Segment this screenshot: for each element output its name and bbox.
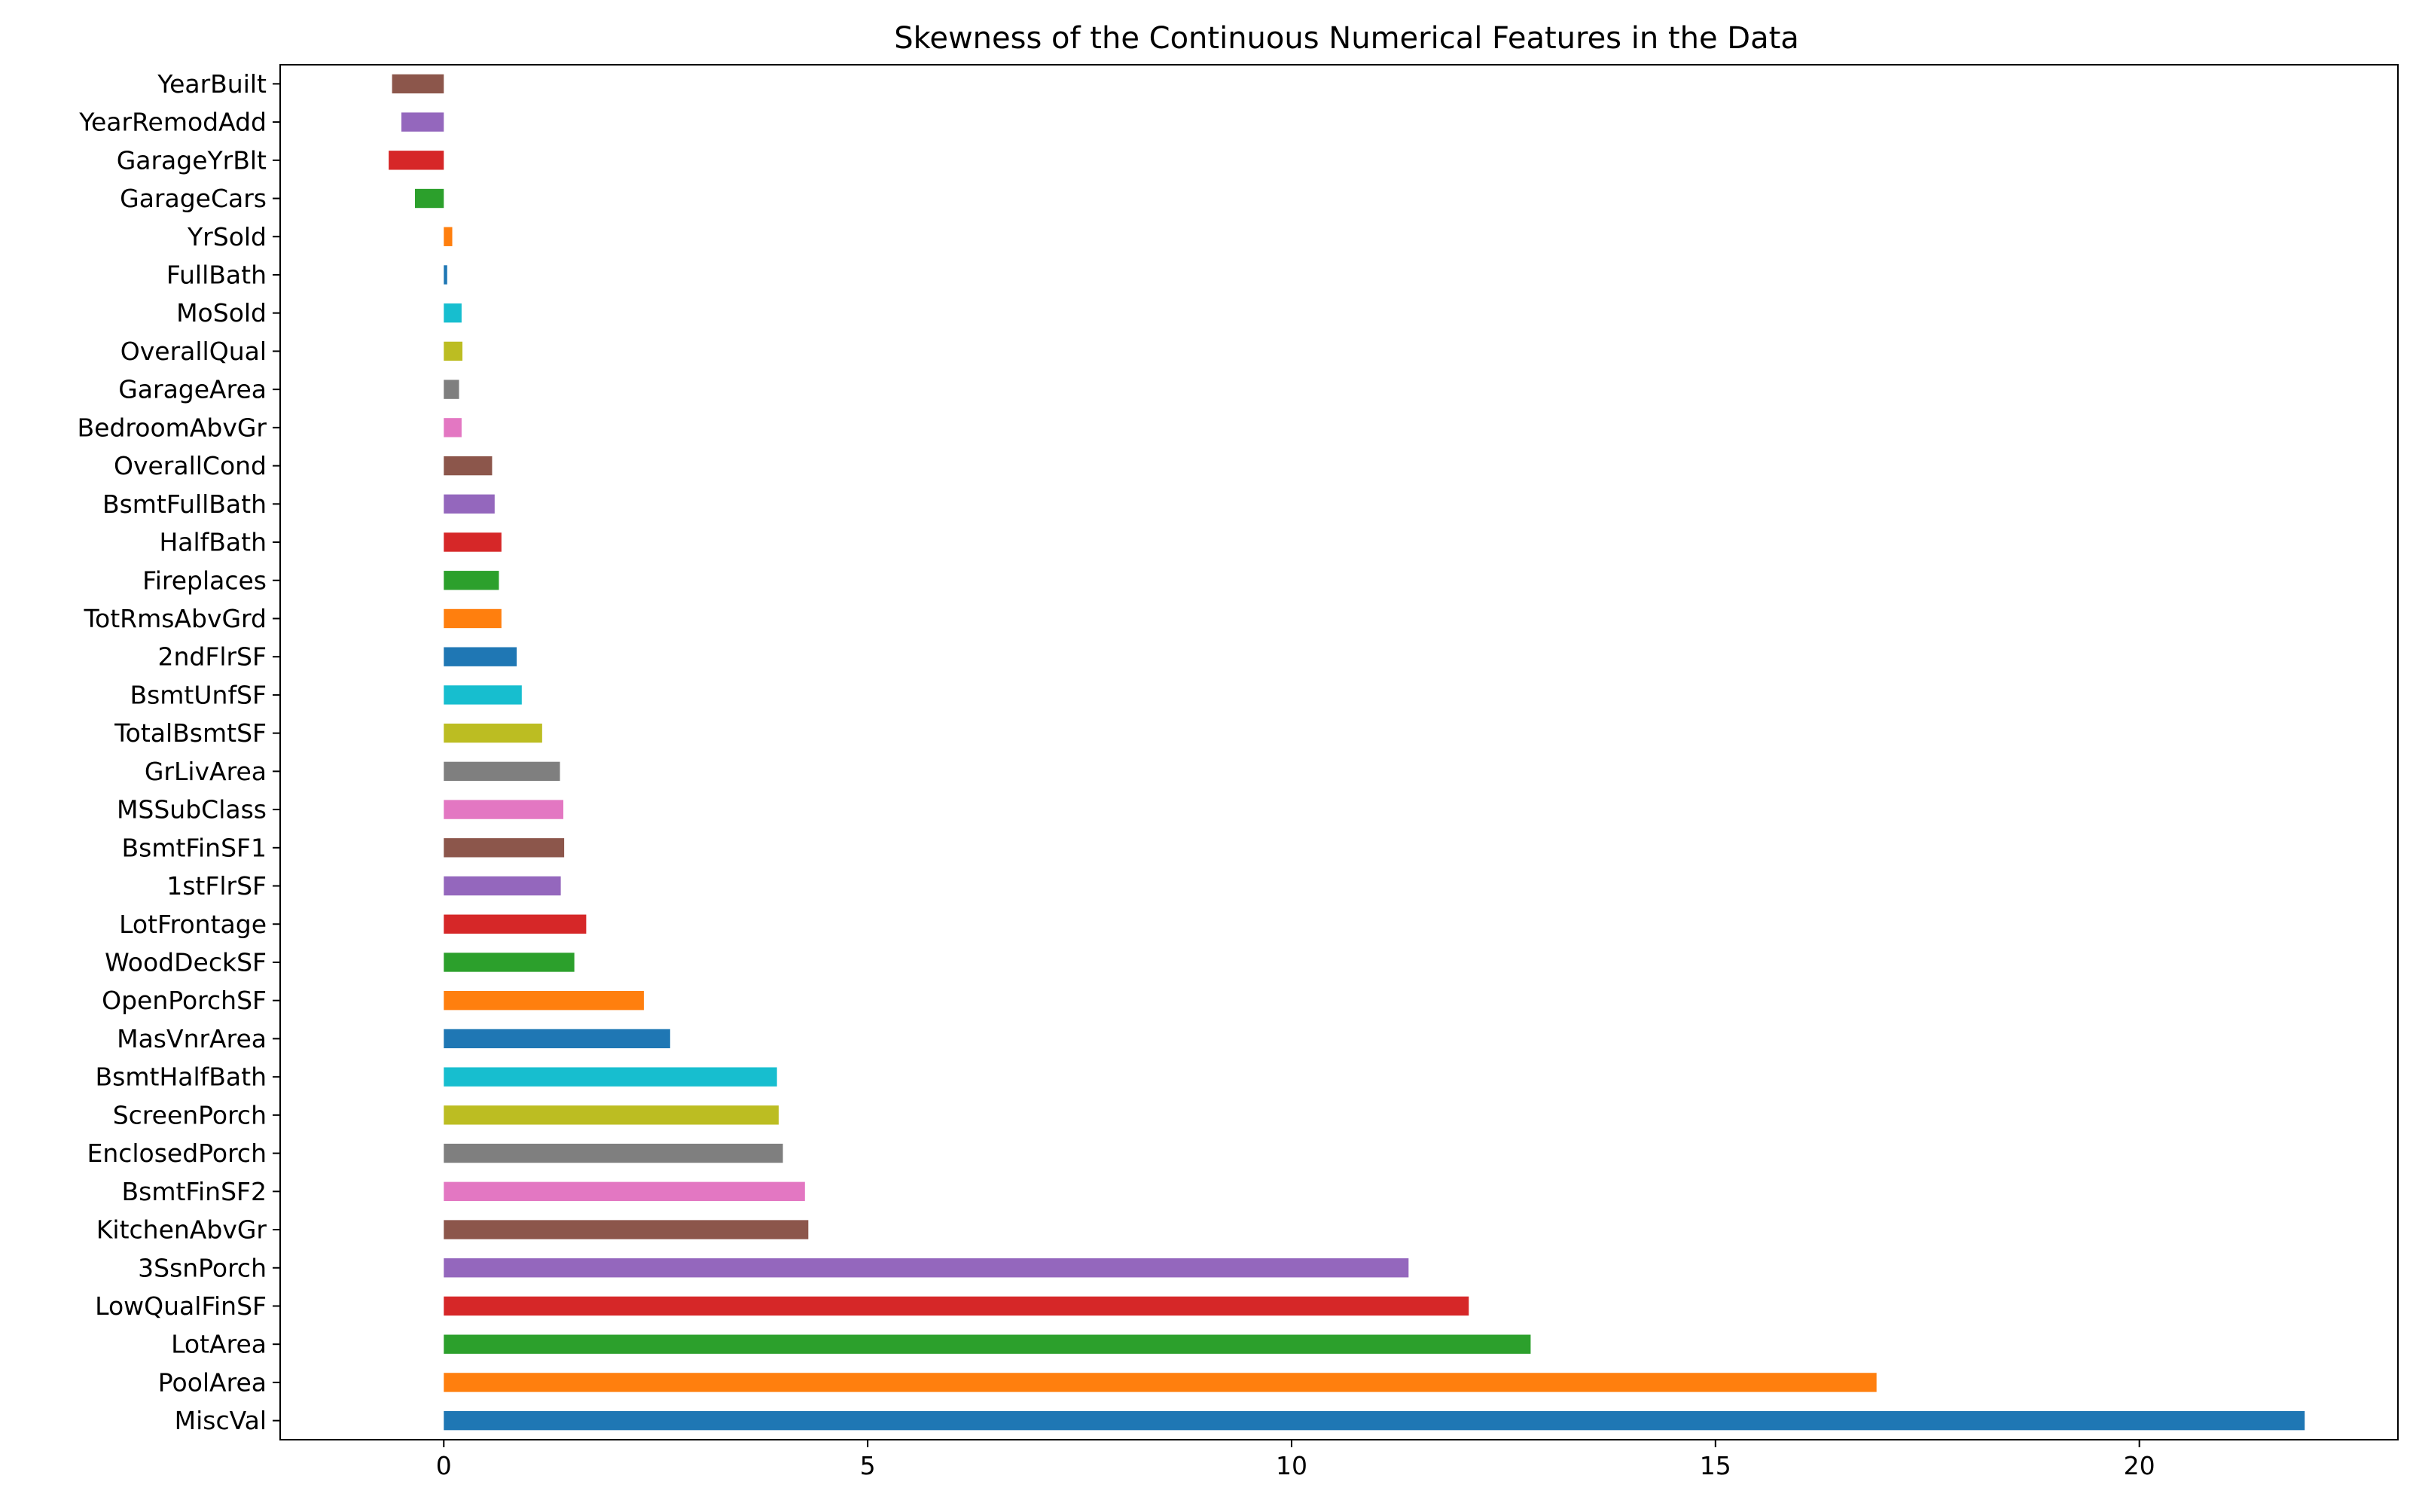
bar-2ndflrsf: [444, 647, 517, 666]
bar-bsmtfinsf2: [444, 1181, 805, 1201]
y-tick-label-totalbsmtsf: TotalBsmtSF: [114, 718, 267, 748]
bar-bsmtunfsf: [444, 685, 522, 705]
y-tick-label-masvnrarea: MasVnrArea: [117, 1024, 267, 1053]
y-axis: MiscVal PoolArea LotArea LowQualFinSF 3SsnPo…: [78, 69, 280, 1435]
y-tick-label-lotarea: LotArea: [171, 1330, 267, 1359]
y-tick-label-openporchsf: OpenPorchSF: [102, 986, 267, 1015]
x-axis: 0 5 10 15 20: [436, 1440, 2155, 1480]
y-tick-label-overallcond: OverallCond: [114, 451, 267, 480]
y-tick-label-totrmsabvgrd: TotRmsAbvGrd: [83, 604, 267, 633]
bar-3ssnporch: [444, 1258, 1409, 1278]
bar-fullbath: [444, 265, 447, 285]
bar-grlivarea: [444, 761, 560, 782]
y-tick-label-lowqualfinsf: LowQualFinSF: [95, 1291, 267, 1321]
y-tick-label-fireplaces: Fireplaces: [142, 565, 267, 595]
bar-enclosedporch: [444, 1143, 783, 1163]
bar-garagecars: [414, 188, 444, 209]
y-tick-label-1stflrsf: 1stFlrSF: [166, 871, 267, 901]
bar-totalbsmtsf: [444, 723, 542, 743]
y-tick-label-bsmtfinsf2: BsmtFinSF2: [121, 1177, 267, 1206]
y-tick-label-yearbuilt: YearBuilt: [157, 69, 267, 99]
bar-garagearea: [444, 380, 459, 399]
bar-miscval: [444, 1410, 2305, 1431]
bar-screenporch: [444, 1105, 779, 1125]
bar-mosold: [444, 303, 462, 323]
bar-lotfrontage: [444, 914, 587, 934]
y-tick-label-mssubclass: MSSubClass: [117, 795, 267, 825]
y-tick-label-wooddecksf: WoodDeckSF: [105, 947, 267, 977]
y-tick-label-garageyrblt: GarageYrBlt: [117, 145, 267, 175]
bar-yrsold: [444, 227, 453, 246]
x-tick-label: 5: [860, 1451, 876, 1480]
y-tick-label-overallqual: OverallQual: [120, 337, 267, 366]
bar-fireplaces: [444, 571, 499, 590]
y-tick-label-yearremodadd: YearRemodAdd: [78, 108, 267, 137]
y-tick-label-fullbath: FullBath: [166, 260, 267, 289]
bar-openporchsf: [444, 991, 644, 1011]
y-tick-label-bedroomabvgr: BedroomAbvGr: [78, 413, 267, 442]
y-tick-label-bsmtfinsf1: BsmtFinSF1: [121, 833, 267, 862]
y-tick-label-mosold: MoSold: [176, 298, 267, 328]
y-tick-label-miscval: MiscVal: [175, 1406, 267, 1435]
bar-bsmtfinsf1: [444, 838, 565, 858]
x-tick-label: 20: [2124, 1451, 2155, 1480]
bar-kitchenabvgr: [444, 1220, 809, 1239]
bar-lotarea: [444, 1334, 1531, 1354]
bar-bsmtfullbath: [444, 494, 495, 514]
y-tick-label-lotfrontage: LotFrontage: [119, 910, 267, 939]
y-tick-label-screenporch: ScreenPorch: [113, 1100, 267, 1129]
x-tick-label: 15: [1700, 1451, 1731, 1480]
bar-mssubclass: [444, 800, 563, 819]
bar-wooddecksf: [444, 953, 575, 972]
y-tick-label-enclosedporch: EnclosedPorch: [87, 1139, 267, 1168]
y-tick-label-2ndflrsf: 2ndFlrSF: [157, 642, 267, 672]
y-tick-label-halfbath: HalfBath: [159, 528, 267, 557]
bar-poolarea: [444, 1373, 1877, 1392]
bar-lowqualfinsf: [444, 1296, 1469, 1316]
bar-bedroomabvgr: [444, 418, 462, 437]
y-tick-label-garagecars: GarageCars: [120, 184, 267, 213]
x-tick-label: 0: [436, 1451, 452, 1480]
y-tick-label-yrsold: YrSold: [187, 222, 267, 251]
bar-halfbath: [444, 532, 502, 552]
bars-group: [389, 74, 2305, 1431]
plot-frame: [279, 64, 2399, 1440]
bar-totrmsabvgrd: [444, 608, 502, 629]
y-tick-label-grlivarea: GrLivArea: [145, 757, 267, 786]
x-tick-label: 10: [1276, 1451, 1307, 1480]
y-tick-label-kitchenabvgr: KitchenAbvGr: [96, 1215, 267, 1245]
bar-1stflrsf: [444, 876, 561, 896]
y-tick-label-bsmthalfbath: BsmtHalfBath: [96, 1062, 267, 1092]
bar-overallcond: [444, 456, 493, 476]
y-tick-label-3ssnporch: 3SsnPorch: [138, 1253, 267, 1282]
bar-overallqual: [444, 341, 463, 361]
chart-title: Skewness of the Continuous Numerical Fea…: [894, 21, 1799, 56]
y-tick-label-bsmtunfsf: BsmtUnfSF: [130, 680, 267, 709]
bar-yearremodadd: [401, 112, 444, 132]
y-tick-label-bsmtfullbath: BsmtFullBath: [102, 489, 267, 519]
bar-bsmthalfbath: [444, 1067, 777, 1087]
y-tick-label-poolarea: PoolArea: [158, 1367, 267, 1397]
bar-yearbuilt: [392, 74, 444, 94]
y-tick-label-garagearea: GarageArea: [118, 375, 267, 404]
bar-masvnrarea: [444, 1029, 670, 1049]
bar-garageyrblt: [389, 151, 444, 170]
